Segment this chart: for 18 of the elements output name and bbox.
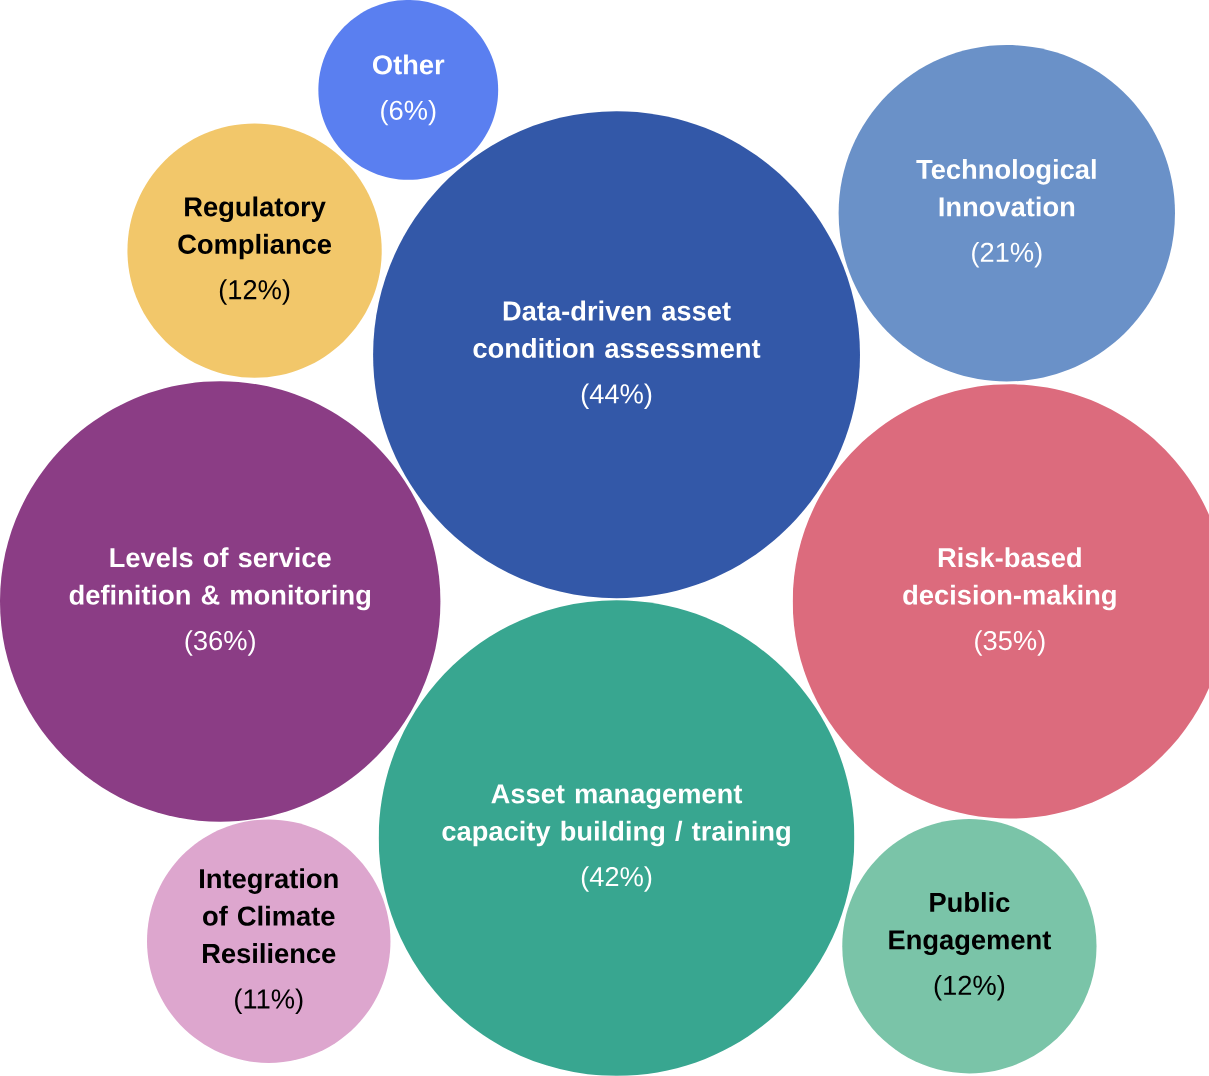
category-label: Technological Innovation: [916, 159, 1096, 217]
data-label: (21%): [972, 242, 1042, 268]
category-label: Data-driven asset condition assessment: [473, 300, 761, 359]
data-label: (12%): [219, 279, 290, 305]
category-label: Other: [372, 54, 445, 75]
category-label: Levels of service definition & monitoring: [69, 547, 371, 611]
data-label: (6%): [381, 100, 436, 126]
category-label: Public Engagement: [889, 892, 1051, 956]
data-label: (35%): [975, 630, 1045, 656]
data-label: (42%): [581, 866, 652, 892]
category-label: Regulatory Compliance: [178, 196, 332, 260]
data-label: (36%): [185, 630, 255, 656]
data-label: (12%): [934, 975, 1005, 1001]
data-label: (11%): [235, 988, 303, 1015]
category-label: Asset management capacity building / training: [442, 784, 790, 847]
category-label: Risk-based decision-making: [903, 547, 1116, 611]
category-label: Integration of Climate Resilience: [200, 868, 338, 964]
data-label: (44%): [581, 383, 652, 410]
